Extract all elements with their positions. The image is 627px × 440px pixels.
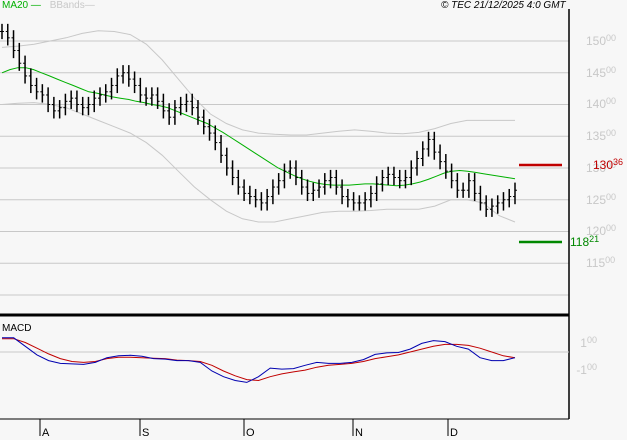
support-level-label: 11821 [570, 234, 600, 249]
macd-label: MACD [2, 323, 32, 334]
chart-legend: MA20 — BBands— [2, 0, 95, 11]
bollinger-upper-line [1, 30, 515, 136]
month-label: N [355, 427, 363, 439]
macd-axis-label: 100 [580, 335, 597, 350]
legend-bbands: BBands— [49, 0, 95, 11]
ma20-line [1, 67, 516, 187]
month-label: S [142, 427, 150, 439]
price-axis-label: 13000 [586, 160, 617, 175]
price-axis-label: 13500 [586, 128, 617, 143]
price-axis-label: 11500 [586, 255, 616, 270]
price-axis-label: 15000 [586, 33, 617, 48]
macd-signal-line [2, 338, 516, 382]
resistance-level-label: 13036 [593, 157, 624, 172]
price-axis-label: 12500 [586, 192, 617, 207]
month-label: O [246, 427, 255, 439]
macd-axis-label: -100 [576, 362, 597, 377]
bollinger-lower-line [1, 102, 516, 223]
copyright-timestamp: © TEC 21/12/2025 4:0 GMT [441, 0, 566, 11]
legend-ma20: MA20 — [2, 0, 41, 11]
month-label: A [42, 427, 50, 439]
month-label: D [450, 427, 458, 439]
price-axis-label: 12000 [586, 223, 617, 238]
price-axis-label: 14500 [586, 65, 617, 80]
price-axis-label: 14000 [586, 96, 617, 111]
macd-line [2, 337, 516, 383]
